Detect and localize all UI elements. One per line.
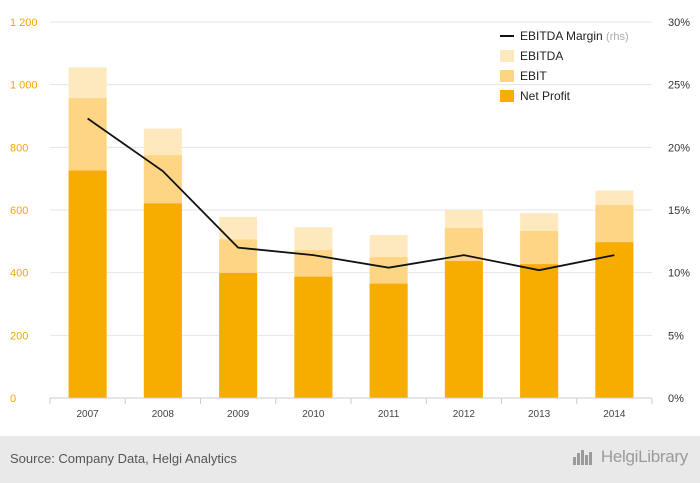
- left-axis-tick-label: 200: [10, 330, 28, 342]
- right-axis-tick-label: 5%: [668, 330, 684, 342]
- left-axis-tick-label: 1 000: [10, 80, 38, 92]
- x-axis-tick-label: 2013: [528, 409, 551, 420]
- x-axis-tick-label: 2010: [302, 409, 325, 420]
- bar-net-profit: [294, 276, 333, 398]
- bar-net-profit: [444, 261, 483, 398]
- helgi-library-logo[interactable]: HelgiLibrary: [572, 447, 688, 467]
- right-axis-tick-label: 0%: [668, 393, 684, 405]
- left-axis-tick-label: 1 200: [10, 17, 38, 29]
- left-axis-tick-label: 0: [10, 393, 16, 405]
- legend-swatch: [500, 50, 514, 62]
- legend-swatch: [500, 70, 514, 82]
- logo-text: HelgiLibrary: [600, 447, 688, 466]
- right-axis-tick-label: 20%: [668, 142, 690, 154]
- city-skyline-icon: [572, 450, 592, 465]
- x-axis-tick-label: 2008: [152, 409, 175, 420]
- legend-label: EBIT: [520, 69, 547, 83]
- legend-swatch: [500, 90, 514, 102]
- bar-net-profit: [595, 242, 634, 398]
- left-axis-tick-label: 400: [10, 268, 28, 280]
- right-axis-tick-label: 25%: [668, 80, 690, 92]
- bar-net-profit: [520, 264, 559, 398]
- bar-net-profit: [68, 170, 107, 398]
- legend-label: EBITDA Margin (rhs): [520, 29, 629, 43]
- x-axis-tick-label: 2009: [227, 409, 250, 420]
- x-axis-tick-label: 2011: [378, 409, 400, 420]
- source-note: Source: Company Data, Helgi Analytics: [10, 451, 237, 466]
- right-axis-tick-label: 15%: [668, 205, 690, 217]
- x-axis-tick-label: 2014: [603, 409, 626, 420]
- left-axis-tick-label: 800: [10, 142, 28, 154]
- legend-label: EBITDA: [520, 49, 563, 63]
- bar-net-profit: [219, 272, 258, 398]
- legend-label: Net Profit: [520, 89, 571, 103]
- bar-net-profit: [369, 283, 408, 398]
- right-axis-tick-label: 10%: [668, 268, 690, 280]
- bar-net-profit: [143, 203, 182, 398]
- x-axis-tick-label: 2012: [453, 409, 476, 420]
- x-axis-tick-label: 2007: [77, 409, 100, 420]
- left-axis-tick-label: 600: [10, 205, 28, 217]
- right-axis-tick-label: 30%: [668, 17, 690, 29]
- legend-suffix: (rhs): [606, 31, 629, 43]
- line-ebitda-margin: [87, 117, 615, 272]
